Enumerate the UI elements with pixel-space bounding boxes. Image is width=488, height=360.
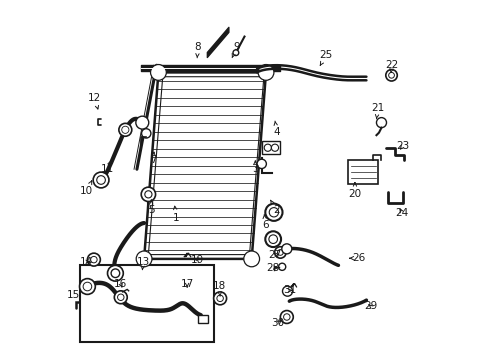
Circle shape: [117, 294, 124, 301]
Text: 19: 19: [190, 255, 203, 265]
Text: 17: 17: [180, 279, 193, 289]
Circle shape: [136, 251, 152, 267]
Circle shape: [282, 286, 292, 296]
Circle shape: [142, 129, 151, 138]
Text: 26: 26: [349, 253, 365, 263]
Circle shape: [258, 64, 273, 80]
Circle shape: [257, 159, 266, 168]
Circle shape: [233, 50, 238, 55]
Circle shape: [119, 123, 131, 136]
Circle shape: [114, 291, 127, 304]
Circle shape: [269, 208, 278, 217]
Circle shape: [278, 263, 285, 270]
Text: 6: 6: [262, 214, 268, 230]
Circle shape: [107, 265, 123, 281]
Circle shape: [265, 204, 282, 221]
Text: 23: 23: [396, 141, 409, 151]
Circle shape: [217, 295, 223, 302]
Text: 11: 11: [101, 161, 114, 174]
Bar: [80, 265, 214, 342]
Text: 15: 15: [66, 291, 80, 301]
Text: 10: 10: [80, 181, 93, 197]
Text: 1: 1: [173, 206, 179, 222]
Text: 14: 14: [79, 257, 92, 267]
Text: 27: 27: [268, 249, 281, 260]
Circle shape: [93, 172, 109, 188]
Text: 22: 22: [385, 59, 398, 72]
Circle shape: [265, 231, 281, 247]
Circle shape: [83, 282, 92, 291]
Text: 25: 25: [319, 50, 332, 66]
Circle shape: [87, 253, 100, 266]
Circle shape: [376, 118, 386, 128]
Circle shape: [122, 126, 129, 134]
Text: 13: 13: [137, 257, 150, 270]
Text: 18: 18: [212, 281, 225, 296]
Circle shape: [80, 279, 95, 294]
Circle shape: [281, 244, 291, 254]
Circle shape: [136, 116, 148, 129]
Circle shape: [280, 311, 293, 323]
Circle shape: [277, 249, 283, 255]
Circle shape: [90, 256, 97, 263]
Text: 29: 29: [364, 301, 377, 311]
Circle shape: [213, 292, 226, 305]
Circle shape: [271, 144, 278, 151]
Text: 12: 12: [88, 93, 101, 109]
Text: 7: 7: [149, 152, 156, 165]
Circle shape: [268, 235, 277, 243]
Text: 8: 8: [194, 42, 201, 58]
Text: 5: 5: [148, 200, 154, 216]
Text: 31: 31: [282, 285, 295, 296]
Text: 30: 30: [270, 319, 284, 328]
Circle shape: [144, 191, 152, 198]
Circle shape: [141, 187, 155, 202]
Text: 28: 28: [265, 263, 279, 273]
Circle shape: [385, 69, 396, 81]
Text: 21: 21: [370, 103, 384, 119]
Circle shape: [274, 247, 285, 258]
Text: 24: 24: [395, 208, 408, 218]
Bar: [262, 141, 280, 154]
Text: 20: 20: [347, 183, 361, 199]
Text: 2: 2: [270, 200, 280, 216]
FancyBboxPatch shape: [348, 160, 377, 184]
Text: 9: 9: [232, 42, 240, 58]
Circle shape: [150, 64, 166, 80]
Circle shape: [244, 251, 259, 267]
Circle shape: [97, 176, 105, 184]
Text: 16: 16: [114, 279, 127, 289]
Circle shape: [264, 144, 271, 151]
Text: 3: 3: [251, 161, 258, 174]
Bar: [198, 315, 208, 323]
Circle shape: [388, 72, 394, 78]
Circle shape: [283, 314, 289, 320]
Circle shape: [111, 269, 120, 278]
Text: 4: 4: [273, 121, 280, 136]
